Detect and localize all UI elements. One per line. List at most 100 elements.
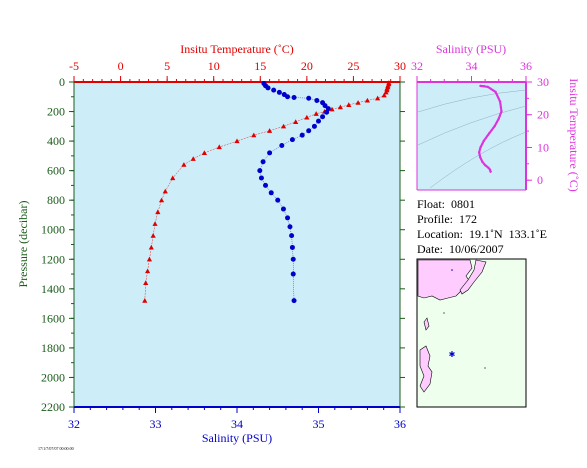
salinity-point (289, 233, 295, 239)
salinity-tick-label: 36 (394, 417, 406, 431)
salinity-point (275, 197, 281, 203)
float-location-marker: ✱ (449, 350, 456, 359)
temperature-point (313, 111, 319, 116)
ts-point (500, 110, 503, 113)
pressure-tick-label: 1800 (41, 341, 65, 355)
ts-temperature-tick-label: 0 (537, 173, 543, 187)
temperature-point (267, 128, 273, 133)
ts-point (489, 170, 492, 173)
ts-salinity-tick-label: 36 (520, 59, 532, 73)
pressure-tick-label: 600 (47, 164, 65, 178)
salinity-point (271, 87, 277, 93)
ts-point (486, 85, 490, 89)
salinity-point (276, 89, 282, 95)
ts-point (487, 166, 490, 169)
temperature-point (364, 97, 370, 103)
pressure-tick-label: 1000 (41, 223, 65, 237)
temperature-point (146, 256, 153, 262)
pressure-axis-title: Pressure (decibar) (16, 201, 30, 288)
ts-salinity-tick-label: 34 (466, 59, 478, 73)
salinity-point (306, 95, 312, 101)
salinity-point (299, 132, 305, 138)
temperature-point (216, 144, 222, 150)
salinity-point (289, 244, 295, 250)
temperature-point (190, 156, 196, 161)
location-map-land-taiwan (423, 317, 430, 331)
temperature-tick-label: 0 (118, 59, 124, 73)
ts-point (482, 85, 485, 88)
temperature-point (148, 244, 154, 250)
temperature-point (181, 162, 187, 167)
ts-isopycnal-2 (417, 105, 527, 146)
salinity-point (263, 182, 269, 188)
temperature-tick-label: 15 (254, 59, 266, 73)
temperature-point (355, 100, 361, 105)
profile-plot-area (74, 82, 400, 407)
ts-salinity-tick-label: 32 (411, 59, 423, 73)
salinity-point (290, 271, 296, 277)
ts-salinity-axis-title: Salinity (PSU) (436, 42, 506, 56)
salinity-point (320, 114, 326, 120)
ts-plot-area (417, 82, 526, 190)
salinity-point (260, 159, 266, 165)
ts-temperature-tick-label: 10 (537, 140, 549, 154)
float-id-text: Float: 0801 (417, 197, 476, 211)
temperature-point (337, 104, 343, 110)
temperature-tick-label: 30 (394, 59, 406, 73)
salinity-axis-title: Salinity (PSU) (202, 431, 272, 445)
salinity-point (316, 118, 321, 124)
salinity-point (287, 224, 293, 230)
temperature-point (383, 89, 389, 95)
temperature-point (170, 175, 176, 181)
salinity-point (291, 298, 297, 304)
map-island-dot-1 (451, 269, 453, 271)
salinity-point (258, 175, 264, 181)
salinity-point (311, 123, 317, 129)
pressure-tick-label: 1200 (41, 252, 65, 266)
salinity-point (290, 256, 296, 262)
salinity-point (280, 206, 286, 212)
temperature-point (251, 132, 257, 138)
temperature-point (152, 221, 158, 226)
temperature-axis-title: Insitu Temperature (˚C) (180, 42, 294, 56)
pressure-tick-label: 1600 (41, 311, 65, 325)
temperature-point (329, 106, 335, 112)
ts-temperature-axis-title: Insitu Temperature (˚C) (567, 78, 581, 192)
ts-point (482, 139, 485, 143)
salinity-point (324, 109, 330, 115)
location-text: Location: 19.1˚N 133.1˚E (417, 227, 547, 241)
temperature-tick-label: 25 (347, 59, 359, 73)
temperature-point (143, 280, 149, 285)
ts-point (479, 146, 482, 149)
salinity-tick-label: 33 (150, 417, 162, 431)
salinity-point (322, 103, 328, 109)
temperature-point (346, 102, 352, 107)
pressure-tick-label: 2200 (41, 400, 65, 414)
temperature-point (381, 92, 387, 98)
ts-point (488, 168, 492, 171)
temperature-point (280, 123, 287, 129)
ts-point (483, 163, 487, 167)
ts-point (488, 132, 491, 135)
temperature-point (155, 209, 161, 215)
ts-point (477, 151, 481, 154)
map-island-dot-2 (443, 312, 445, 314)
ts-point (494, 90, 497, 94)
ts-point (479, 84, 482, 88)
salinity-point (268, 190, 274, 196)
salinity-tick-label: 32 (68, 417, 80, 431)
temperature-point (150, 233, 156, 238)
temperature-point (144, 268, 151, 274)
pressure-tick-label: 0 (59, 75, 65, 89)
temperature-point (304, 114, 310, 120)
temperature-tick-label: 10 (208, 59, 220, 73)
salinity-point (279, 143, 285, 149)
salinity-point (285, 94, 291, 100)
ts-point (493, 124, 496, 128)
ts-point (497, 117, 500, 120)
salinity-point (314, 97, 320, 103)
salinity-point (306, 128, 312, 134)
location-map-land-mainland (417, 259, 473, 301)
pressure-tick-label: 400 (47, 134, 65, 148)
